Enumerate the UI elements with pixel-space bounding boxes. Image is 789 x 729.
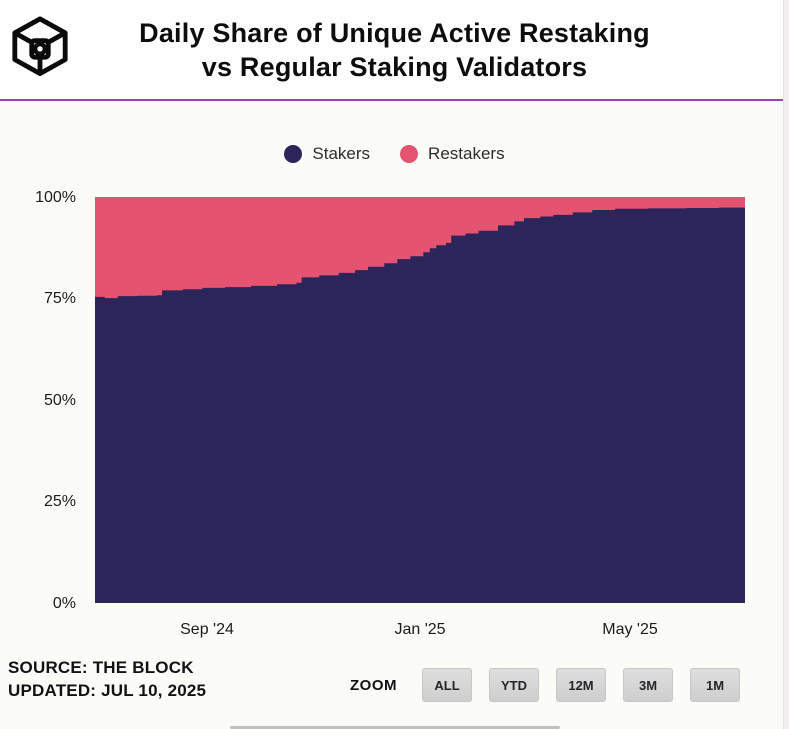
bottom-divider [230,726,560,729]
page-title: Daily Share of Unique Active Restaking v… [0,16,789,84]
header-accent-rule [0,99,789,101]
zoom-1m-button[interactable]: 1M [690,668,740,702]
chart-legend: Stakers Restakers [0,144,789,164]
legend-label-restakers: Restakers [428,144,505,163]
ytick-25: 25% [43,493,76,510]
source-attribution: SOURCE: THE BLOCK UPDATED: JUL 10, 2025 [8,656,206,702]
xtick-may25: May '25 [602,621,658,638]
scrollbar-track[interactable] [783,0,789,729]
restakers-dot-icon [400,145,419,163]
zoom-ytd-button[interactable]: YTD [489,668,539,702]
header: Daily Share of Unique Active Restaking v… [0,0,789,99]
the-block-logo-icon [12,16,68,77]
ytick-75: 75% [43,290,76,307]
xtick-jan25: Jan '25 [394,621,446,638]
ytick-50: 50% [43,392,76,409]
stacked-area-chart[interactable] [95,197,745,603]
zoom-3m-button[interactable]: 3M [623,668,673,702]
source-line: SOURCE: THE BLOCK [8,658,194,677]
zoom-12m-button[interactable]: 12M [556,668,606,702]
zoom-all-button[interactable]: ALL [422,668,472,702]
title-line-2: vs Regular Staking Validators [201,52,588,82]
ytick-0: 0% [52,595,76,612]
ytick-100: 100% [35,189,76,206]
stakers-area-series [95,207,745,603]
xtick-sep24: Sep '24 [180,621,234,638]
title-line-1: Daily Share of Unique Active Restaking [139,18,650,48]
legend-label-stakers: Stakers [312,144,371,163]
legend-item-stakers[interactable]: Stakers [284,144,370,164]
updated-line: UPDATED: JUL 10, 2025 [8,681,207,700]
zoom-label: ZOOM [350,677,397,694]
stakers-dot-icon [284,145,303,163]
legend-item-restakers[interactable]: Restakers [400,144,505,164]
zoom-button-group: ALL YTD 12M 3M 1M [422,668,740,702]
